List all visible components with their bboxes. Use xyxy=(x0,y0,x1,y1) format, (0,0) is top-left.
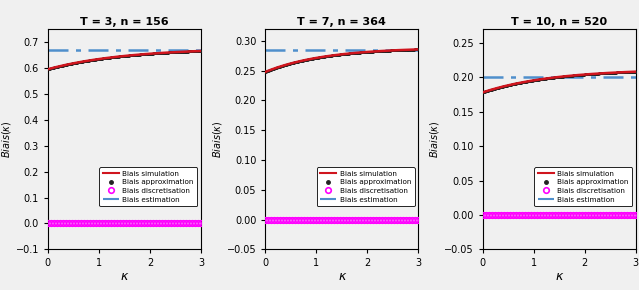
Legend: Biais simulation, Biais approximation, Biais discretisation, Biais estimation: Biais simulation, Biais approximation, B… xyxy=(99,167,197,206)
Legend: Biais simulation, Biais approximation, Biais discretisation, Biais estimation: Biais simulation, Biais approximation, B… xyxy=(317,167,415,206)
X-axis label: κ: κ xyxy=(121,270,128,283)
Y-axis label: $Biais(\kappa)$: $Biais(\kappa)$ xyxy=(0,120,13,158)
X-axis label: κ: κ xyxy=(555,270,563,283)
Title: T = 3, n = 156: T = 3, n = 156 xyxy=(80,17,169,27)
Title: T = 7, n = 364: T = 7, n = 364 xyxy=(297,17,387,27)
Legend: Biais simulation, Biais approximation, Biais discretisation, Biais estimation: Biais simulation, Biais approximation, B… xyxy=(534,167,632,206)
X-axis label: κ: κ xyxy=(338,270,346,283)
Y-axis label: $Biais(\kappa)$: $Biais(\kappa)$ xyxy=(428,120,442,158)
Y-axis label: $Biais(\kappa)$: $Biais(\kappa)$ xyxy=(211,120,224,158)
Title: T = 10, n = 520: T = 10, n = 520 xyxy=(511,17,607,27)
